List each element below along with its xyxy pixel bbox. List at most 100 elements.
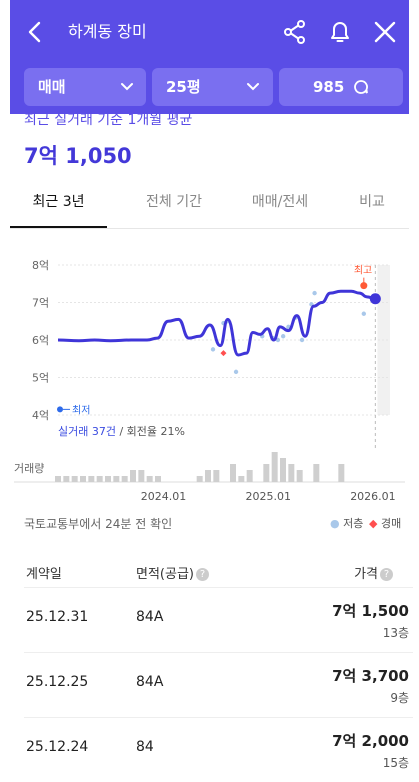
x-tick-label: 2026.01 xyxy=(350,490,396,500)
comment-count: 985 xyxy=(313,78,345,96)
filter-row: 매매 25평 985 xyxy=(24,68,413,108)
high-point xyxy=(360,282,368,290)
high-label: 최고 xyxy=(354,265,372,277)
x-tick-label: 2025.01 xyxy=(245,490,291,500)
y-tick-label: 8억 xyxy=(32,259,49,272)
volume-bar xyxy=(146,476,153,482)
col-date: 계약일 xyxy=(26,567,62,582)
row-area: 84A xyxy=(136,674,164,690)
col-price: 가격? xyxy=(354,563,393,582)
low-label: 최저 xyxy=(72,404,90,416)
volume-bar xyxy=(138,470,145,482)
row-floor: 13층 xyxy=(382,626,409,640)
header: 하계동 장미 매매 25평 xyxy=(10,0,409,114)
top-bar: 하계동 장미 xyxy=(10,0,409,64)
col-area: 면적(공급)? xyxy=(136,563,209,582)
summary-caption: 최근 실거래 기준 1개월 평균 xyxy=(24,112,193,128)
bell-icon[interactable] xyxy=(326,18,354,46)
volume-bar xyxy=(213,470,220,482)
volume-bar xyxy=(338,464,345,482)
help-icon[interactable]: ? xyxy=(195,568,209,581)
y-tick-label: 6억 xyxy=(32,334,49,347)
volume-bar xyxy=(280,458,286,482)
volume-bar xyxy=(238,476,245,482)
volume-bar xyxy=(246,470,253,482)
volume-bar xyxy=(121,476,128,482)
volume-bar xyxy=(55,476,61,482)
y-tick-label: 4억 xyxy=(32,409,49,422)
trade-point xyxy=(361,311,367,316)
price-line xyxy=(57,289,376,357)
source-row: 국토교통부에서 24분 전 확인 ● 저층 ◆ 경매 xyxy=(24,515,413,535)
y-tick-label: 7억 xyxy=(32,297,49,310)
volume-bar xyxy=(196,476,203,482)
row-price: 7억 3,700 xyxy=(332,667,409,685)
source-text: 국토교통부에서 24분 전 확인 xyxy=(24,517,173,531)
volume-bar xyxy=(113,476,120,482)
legend-low-floor-label: 저층 xyxy=(343,517,364,530)
volume-bar xyxy=(288,464,295,482)
y-tick-label: 5억 xyxy=(32,372,49,385)
legend-auction-label: 경매 xyxy=(380,517,402,530)
trade-point xyxy=(275,337,281,343)
period-tabs: 최근 3년 전체 기간 매매/전세 비교 xyxy=(10,184,409,229)
close-icon[interactable] xyxy=(371,18,399,46)
tab-sale-jeonse[interactable]: 매매/전세 xyxy=(251,194,309,210)
chevron-down-icon xyxy=(247,83,259,91)
row-date: 25.12.24 xyxy=(26,739,89,755)
trade-point xyxy=(233,369,239,375)
col-price-label: 가격 xyxy=(354,567,378,582)
trade-point xyxy=(312,290,317,296)
volume-bar xyxy=(263,464,270,482)
chart-note: 실거래 37건 / 회전율 21% xyxy=(58,423,185,439)
volume-bar xyxy=(88,476,95,482)
row-area: 84 xyxy=(136,739,154,755)
volume-bar xyxy=(96,476,103,482)
volume-bar xyxy=(105,476,111,482)
row-date: 25.12.25 xyxy=(26,674,89,690)
share-icon[interactable] xyxy=(281,18,309,46)
trade-type-select[interactable]: 매매 xyxy=(24,68,146,106)
legend-low-floor: ● 저층 xyxy=(330,517,364,530)
volume-bar xyxy=(271,452,278,482)
row-date: 25.12.31 xyxy=(26,609,89,625)
comment-icon xyxy=(354,80,368,94)
trade-point xyxy=(210,347,216,352)
average-price: 7억 1,050 xyxy=(24,144,132,168)
comments-button[interactable]: 985 xyxy=(279,68,403,106)
tab-all-period[interactable]: 전체 기간 xyxy=(146,194,202,210)
table-row[interactable]: 25.12.31 84A 7억 1,500 13층 xyxy=(24,588,413,653)
row-price: 7억 2,000 xyxy=(332,732,409,750)
size-select[interactable]: 25평 xyxy=(152,68,273,106)
legend-auction: ◆ 경매 xyxy=(369,517,402,530)
volume-bar xyxy=(296,470,303,482)
tab-recent-3y[interactable]: 최근 3년 xyxy=(10,184,107,228)
table-header: 계약일 면적(공급)? 가격? xyxy=(24,555,413,588)
table-row[interactable]: 25.12.24 84 7억 2,000 15층 xyxy=(24,718,413,782)
size-value: 25평 xyxy=(166,78,201,96)
trade-point xyxy=(299,337,305,343)
help-icon[interactable]: ? xyxy=(380,568,393,581)
row-floor: 15층 xyxy=(382,756,409,770)
trade-point xyxy=(280,334,286,339)
page-title: 하계동 장미 xyxy=(68,22,147,41)
chevron-down-icon xyxy=(121,83,133,91)
trade-type-value: 매매 xyxy=(38,78,66,96)
low-point xyxy=(57,406,63,413)
volume-bar xyxy=(155,476,161,482)
tab-compare[interactable]: 비교 xyxy=(359,194,385,210)
auction-point xyxy=(220,350,227,357)
trade-count: 실거래 37건 xyxy=(58,425,116,438)
volume-bar xyxy=(205,470,211,482)
app-frame: 하계동 장미 매매 25평 xyxy=(10,0,413,778)
back-arrow-icon[interactable] xyxy=(24,20,48,44)
row-price: 7억 1,500 xyxy=(332,602,409,620)
table-row[interactable]: 25.12.25 84A 7억 3,700 9층 xyxy=(24,653,413,718)
current-price-point xyxy=(369,293,381,305)
volume-label: 거래량 xyxy=(14,462,45,475)
volume-bar xyxy=(80,476,86,482)
col-area-label: 면적(공급) xyxy=(136,567,194,582)
x-tick-label: 2024.01 xyxy=(141,490,187,500)
